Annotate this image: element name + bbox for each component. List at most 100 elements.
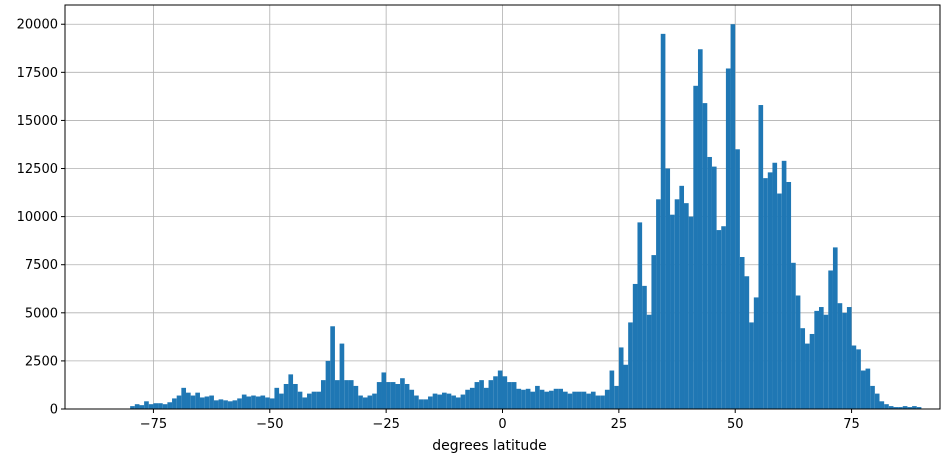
histogram-bar	[572, 391, 577, 409]
histogram-bar	[898, 407, 903, 409]
histogram-bar	[832, 247, 838, 409]
histogram-bar	[688, 216, 694, 409]
histogram-bar	[544, 391, 550, 409]
histogram-bar	[618, 347, 624, 409]
histogram-bar	[772, 162, 778, 409]
histogram-bar	[586, 393, 591, 409]
histogram-bar	[441, 392, 447, 409]
histogram-bar	[809, 333, 815, 409]
histogram-bar	[525, 388, 531, 409]
histogram-bar	[260, 395, 266, 409]
histogram-bar	[786, 181, 792, 409]
histogram-bar	[265, 397, 270, 409]
y-tick-label: 7500	[25, 258, 58, 273]
histogram-bar	[162, 404, 168, 409]
histogram-bar	[251, 395, 256, 409]
histogram-bar	[153, 403, 159, 409]
histogram-bar	[497, 370, 503, 409]
histogram-bar	[479, 380, 484, 409]
histogram-bar	[455, 397, 461, 409]
histogram-bar	[828, 270, 833, 409]
histogram-bar	[381, 372, 387, 409]
histogram-bar	[283, 383, 289, 409]
histogram-bar	[628, 322, 633, 409]
histogram-bar	[451, 395, 456, 409]
histogram-bar	[288, 374, 294, 409]
histogram-bar	[255, 396, 261, 409]
histogram-bar	[279, 393, 284, 409]
histogram-bar	[767, 172, 773, 409]
histogram-bar	[186, 392, 191, 409]
histogram-bar	[590, 391, 596, 409]
histogram-bar	[493, 376, 498, 409]
histogram-bar	[181, 387, 187, 409]
histogram-bar	[679, 185, 685, 409]
histogram-bar	[851, 345, 857, 409]
histogram-bar	[725, 68, 731, 409]
histogram-bar	[158, 403, 163, 409]
histogram-bar	[372, 393, 377, 409]
histogram-bar	[842, 312, 847, 409]
histogram-bar	[902, 406, 908, 409]
histogram-bar	[423, 399, 429, 409]
histogram-bar	[632, 283, 638, 409]
x-axis-label: degrees latitude	[432, 438, 547, 454]
histogram-bar	[721, 226, 726, 409]
histogram-bar	[865, 368, 871, 409]
histogram-bar	[362, 397, 368, 409]
histogram-bar	[651, 255, 657, 409]
histogram-bar	[414, 395, 419, 409]
histogram-bar	[558, 388, 564, 409]
histogram-bar	[246, 396, 252, 409]
histogram-bar	[311, 391, 317, 409]
histogram-bar	[758, 105, 764, 410]
histogram-bar	[511, 382, 517, 409]
histogram-bar	[502, 376, 508, 409]
y-tick-label: 12500	[17, 162, 58, 177]
histogram-bar	[134, 404, 140, 409]
histogram-bar	[204, 396, 210, 409]
histogram-bar	[488, 380, 494, 409]
histogram-bar	[223, 400, 228, 409]
histogram-bar	[716, 230, 722, 409]
histogram-bar	[428, 396, 433, 409]
histogram-bar	[823, 314, 829, 409]
ticks: −75 −50 −25 0 25 50 75 0 2500 5000 7500 10000 12500 1…	[17, 18, 860, 432]
histogram-bar	[600, 395, 605, 409]
histogram-bar	[167, 402, 173, 409]
histogram-bar	[409, 389, 415, 409]
histogram-bar	[307, 393, 312, 409]
y-tick-label: 15000	[17, 114, 58, 129]
x-tick-label: 75	[843, 417, 860, 432]
histogram-bar	[241, 394, 247, 409]
histogram-bar	[707, 156, 712, 409]
histogram-bar	[874, 393, 880, 409]
histogram-bar	[469, 387, 475, 409]
histogram-bar	[697, 49, 703, 409]
histogram-bar	[595, 395, 601, 409]
histogram-bar	[567, 393, 573, 409]
histogram-bar	[763, 178, 768, 409]
histogram-bar	[888, 406, 894, 409]
histogram-bar	[390, 382, 396, 409]
histogram-bar	[172, 398, 177, 409]
histogram-bar	[395, 383, 401, 409]
histogram-bar	[693, 85, 698, 410]
histogram-bar	[604, 389, 610, 409]
histogram-bar	[269, 398, 275, 409]
x-tick-label: −25	[372, 417, 399, 432]
histogram-bar	[404, 383, 410, 409]
histogram-bar	[348, 380, 354, 409]
histogram-bar	[539, 389, 545, 409]
histogram-bar	[293, 383, 298, 409]
histogram-bar	[344, 380, 349, 409]
histogram-bar	[884, 404, 889, 409]
histogram-bar	[576, 391, 582, 409]
histogram-bar	[139, 405, 145, 409]
histogram-bar	[702, 103, 708, 409]
histogram-bar	[474, 382, 480, 409]
histogram-bar	[130, 406, 135, 409]
histogram-bar	[302, 397, 308, 409]
histogram-bar	[860, 370, 866, 409]
